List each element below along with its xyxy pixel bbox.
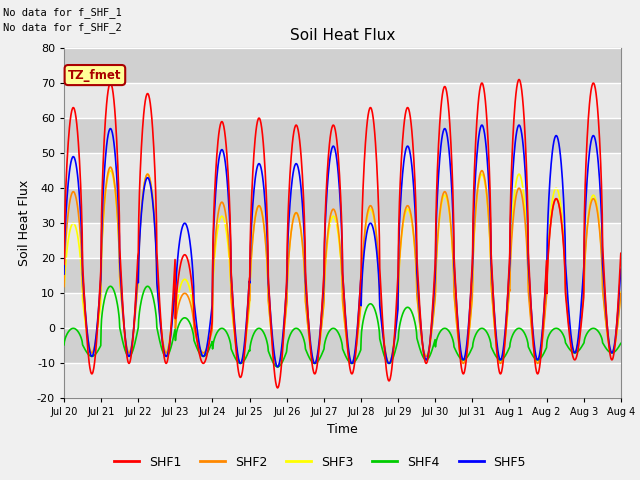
Text: No data for f_SHF_1: No data for f_SHF_1 (3, 7, 122, 18)
Bar (64, 258, 621, 293)
X-axis label: Time: Time (327, 423, 358, 436)
Bar (64, 83, 621, 118)
Text: No data for f_SHF_2: No data for f_SHF_2 (3, 22, 122, 33)
Y-axis label: Soil Heat Flux: Soil Heat Flux (19, 180, 31, 266)
Bar (64, 153, 621, 188)
Legend: SHF1, SHF2, SHF3, SHF4, SHF5: SHF1, SHF2, SHF3, SHF4, SHF5 (109, 451, 531, 474)
Bar (64, 328, 621, 363)
Bar (64, 293, 621, 328)
Bar (64, 188, 621, 223)
Text: TZ_fmet: TZ_fmet (68, 69, 122, 82)
Bar (64, 223, 621, 258)
Bar (64, 118, 621, 153)
Bar (64, 363, 621, 398)
Title: Soil Heat Flux: Soil Heat Flux (290, 28, 395, 43)
Bar (64, 48, 621, 83)
